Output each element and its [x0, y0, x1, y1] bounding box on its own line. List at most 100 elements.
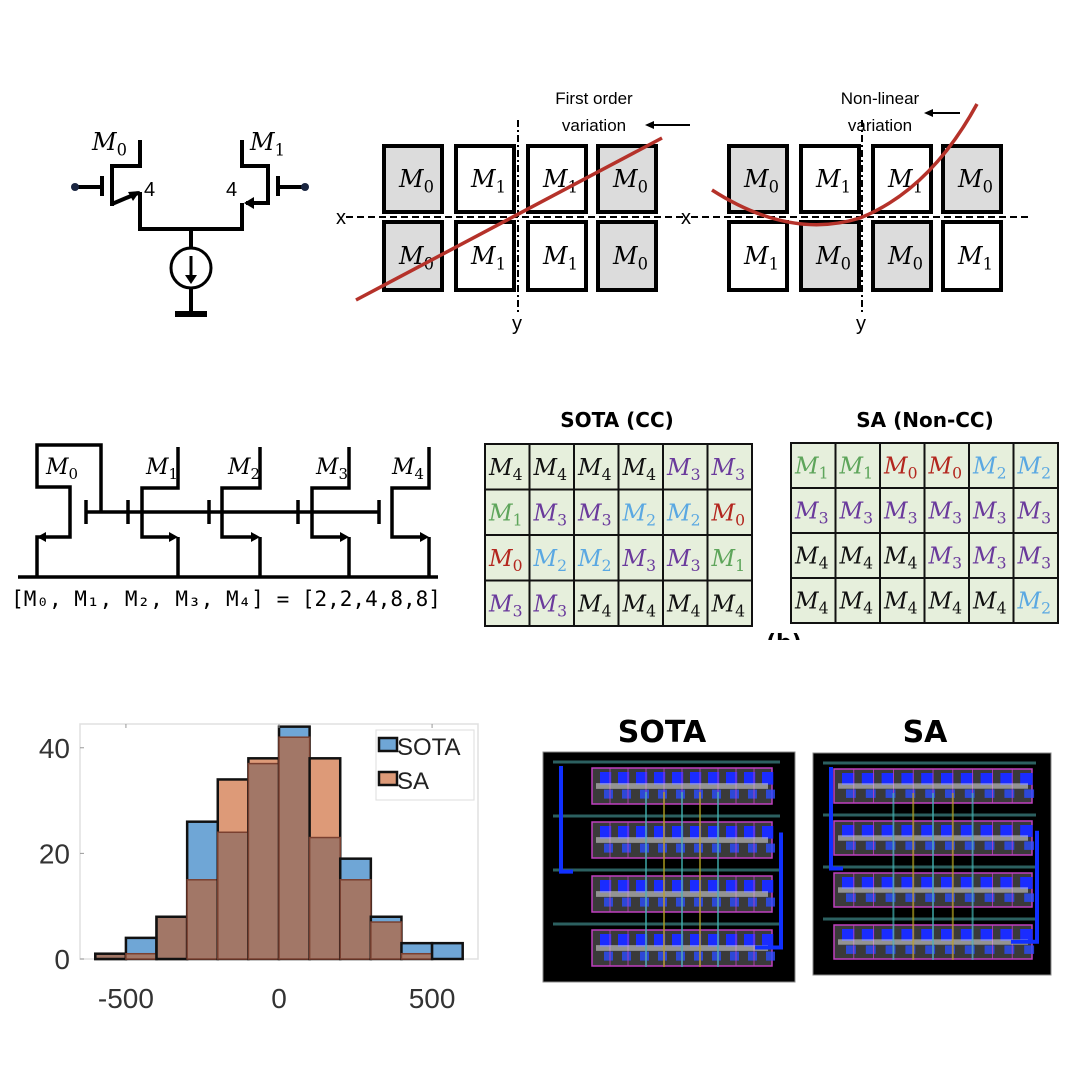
metal-block: [842, 929, 855, 941]
metal-block: [984, 841, 995, 850]
metal-block: [925, 789, 936, 798]
sota-grid-cell-label: M3: [711, 455, 746, 484]
metal-block: [744, 880, 756, 893]
metal-block: [730, 951, 739, 961]
sa-grid-cell: [1012, 442, 1059, 489]
metal-block: [640, 789, 649, 799]
sa-grid-cell-label: M1: [839, 454, 874, 483]
metal-block: [901, 929, 914, 941]
metal-block: [762, 826, 774, 839]
device-cell: [526, 220, 588, 292]
sa-grid-cell: [879, 532, 926, 579]
metal-block: [604, 897, 613, 907]
sa-grid-cell-label: M4: [972, 589, 1007, 618]
metal-block: [925, 841, 936, 850]
metal-block: [980, 929, 993, 941]
histogram-bar-overlap: [370, 921, 403, 960]
source-arrow-icon: [169, 532, 178, 542]
histogram-bar-overlap: [278, 736, 311, 960]
metal-block: [842, 825, 855, 837]
sota-grid-title: SOTA (CC): [560, 408, 674, 432]
sa-grid-cell-label: M4: [794, 589, 829, 618]
metal-block: [921, 929, 934, 941]
sota-grid-cell-label: M4: [622, 455, 657, 484]
metal-block: [694, 897, 703, 907]
histogram-bar-overlap: [186, 879, 219, 960]
metal-block: [1024, 945, 1035, 954]
current-arrowhead-icon: [185, 275, 197, 284]
histogram-bar-sota: [430, 941, 464, 961]
diffpair-glyphs: [71, 183, 309, 284]
sota-grid-cell-label: M3: [533, 591, 568, 620]
sa-grid-cell-label: M3: [972, 544, 1007, 573]
metal-block: [604, 951, 613, 961]
sota-grid-cell-label: M2: [622, 500, 657, 529]
metal-block: [658, 951, 667, 961]
sa-grid-cell-label: M3: [928, 499, 963, 528]
metal-block: [1020, 877, 1033, 889]
m0-width-label: 4: [144, 179, 155, 201]
metal-block: [881, 877, 894, 889]
metal-block: [980, 825, 993, 837]
metal-block: [881, 773, 894, 785]
x-axis-label: x: [681, 207, 691, 229]
caption-line1: First order: [555, 89, 633, 108]
sa-grid-cell: [834, 577, 881, 624]
sa-grid-cell-label: M3: [794, 499, 829, 528]
metal-block: [925, 893, 936, 902]
transistor-wire: [140, 447, 180, 577]
metal-block: [846, 789, 856, 798]
metal-block: [921, 877, 934, 889]
m1-source-arrow-icon: [244, 197, 254, 209]
sota-grid-cell-label: M4: [622, 591, 657, 620]
metal-block: [600, 934, 612, 947]
sota-grid-cell-label: M1: [711, 546, 746, 575]
cell-label: M1: [815, 165, 851, 196]
metal-block: [654, 772, 666, 785]
metal-block: [690, 826, 702, 839]
metal-block: [654, 880, 666, 893]
sa-grid-cell-label: M2: [972, 454, 1007, 483]
arrowhead-icon: [645, 121, 654, 129]
sa-grid-cell-label: M4: [839, 589, 874, 618]
x-axis-label: x: [336, 207, 346, 229]
sota-grid-cell: [528, 579, 575, 627]
metal-block: [901, 773, 914, 785]
metal-block: [1024, 789, 1035, 798]
sota-grid-cell-label: M3: [622, 546, 657, 575]
sa-grid-cell: [834, 442, 881, 489]
sa-grid-cell-label: M3: [883, 499, 918, 528]
sa-grid-cell-label: M4: [794, 544, 829, 573]
mirror-label-m3: M3: [315, 455, 348, 483]
ratio-formula: [M₀, M₁, M₂, M₃, M₄] = [2,2,4,8,8]: [11, 587, 441, 611]
sota-grid-cell-label: M2: [533, 546, 568, 575]
cell-label: M1: [743, 242, 779, 273]
metal-block: [960, 825, 974, 837]
metal-block: [1004, 893, 1015, 902]
metal-block: [1024, 893, 1035, 902]
metal-block: [658, 789, 667, 799]
metal-block: [690, 880, 702, 893]
placement-grids: SOTA (CC) M4 M4 M4 M4 M3 M3 M1 M3 M3 M2 M2 M0 M0 M2 M2 M…: [484, 408, 1059, 640]
metal-block: [622, 789, 631, 799]
metal-block: [964, 893, 975, 902]
sota-grid-cell-label: M0: [711, 500, 746, 529]
metal-block: [636, 772, 648, 785]
histogram-bar-overlap: [94, 952, 128, 961]
metal-block: [618, 826, 630, 839]
arrowhead-icon: [924, 109, 933, 117]
metal-block: [762, 880, 774, 893]
metal-block: [885, 945, 896, 954]
metal-block: [690, 772, 702, 785]
metal-block: [604, 843, 613, 853]
m0-arrow-icon: [37, 532, 46, 542]
device-cell: [596, 220, 658, 292]
mirror-label-m4: M4: [391, 455, 424, 483]
sota-grid-cell-label: M3: [666, 546, 701, 575]
metal-block: [690, 934, 702, 947]
sa-grid-cell-label: M4: [928, 589, 963, 618]
cell-label: M0: [887, 242, 923, 273]
metal-block: [712, 843, 721, 853]
